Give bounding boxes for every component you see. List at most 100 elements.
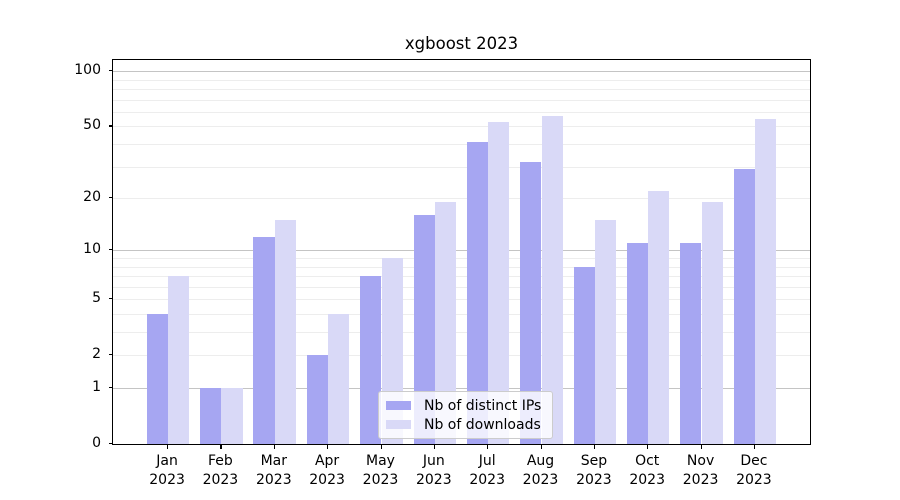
y-tick-label: 1 <box>92 378 101 395</box>
x-tick-mark <box>593 444 596 449</box>
y-tick-mark <box>109 125 113 127</box>
x-tick-label: Jan 2023 <box>135 452 199 490</box>
x-tick-label: May 2023 <box>349 452 413 490</box>
x-tick-mark <box>380 444 382 449</box>
y-tick-mark <box>109 298 113 300</box>
y-axis: 0 1 2 5 10 20 50 100 <box>0 59 113 459</box>
x-tick-year: 2023 <box>415 472 452 488</box>
x-tick-mark <box>540 444 542 449</box>
x-tick-year: 2023 <box>309 472 345 488</box>
x-tick-month: Sep <box>580 453 608 469</box>
bar <box>573 266 595 444</box>
bar <box>434 202 457 444</box>
y-tick-label: 20 <box>83 188 101 205</box>
bar <box>168 276 190 444</box>
x-tick-month: Apr <box>314 453 340 469</box>
x-tick-year: 2023 <box>362 472 399 488</box>
y-tick-mark <box>109 70 113 72</box>
x-tick-month: Dec <box>740 453 768 469</box>
minor-gridline <box>113 111 810 113</box>
x-tick-month: Aug <box>526 453 555 469</box>
bar <box>680 243 702 444</box>
x-tick-year: 2023 <box>576 472 612 488</box>
y-tick-label: 10 <box>83 240 101 257</box>
y-tick-mark <box>109 387 113 389</box>
x-tick-label: Jun 2023 <box>402 452 466 490</box>
x-tick-label: Mar 2023 <box>242 452 306 490</box>
plot-area: Nb of distinct IPs Nb of downloads <box>112 59 811 445</box>
x-tick-label: Jul 2023 <box>455 452 519 490</box>
minor-gridline <box>113 144 810 145</box>
minor-gridline <box>113 126 810 128</box>
major-gridline <box>113 250 810 252</box>
x-tick-year: 2023 <box>629 472 665 488</box>
y-tick-mark <box>109 249 113 251</box>
bar <box>253 236 275 444</box>
y-tick-mark <box>109 197 113 199</box>
x-tick-year: 2023 <box>682 472 719 488</box>
x-tick-label: Apr 2023 <box>295 452 359 490</box>
gridlines-layer <box>113 60 810 444</box>
bar <box>360 276 382 444</box>
bar <box>701 202 723 444</box>
x-tick-month: Oct <box>635 453 660 469</box>
x-tick-label: Oct 2023 <box>615 452 679 490</box>
x-tick-year: 2023 <box>202 472 239 488</box>
bar <box>520 161 542 444</box>
x-axis: Jan 2023 Feb 2023 Mar 2023 Apr 2023 May 2023 Jun 20… <box>112 444 811 500</box>
x-tick-mark <box>433 444 435 449</box>
bar <box>274 220 297 444</box>
bar <box>626 243 649 444</box>
bar <box>594 220 617 444</box>
bar <box>648 190 670 444</box>
x-tick-month: May <box>366 453 395 469</box>
minor-gridline <box>113 166 810 168</box>
minor-gridline <box>113 332 810 333</box>
x-tick-label: Nov 2023 <box>669 452 733 490</box>
x-tick-mark <box>700 444 702 449</box>
y-tick-label: 100 <box>74 61 101 78</box>
x-tick-label: Dec 2023 <box>722 452 786 490</box>
bar <box>221 388 243 444</box>
minor-gridline <box>113 79 810 81</box>
x-tick-month: Feb <box>207 453 233 469</box>
x-tick-year: 2023 <box>736 472 772 488</box>
legend-swatch <box>386 401 411 410</box>
x-tick-year: 2023 <box>522 472 559 488</box>
minor-gridline <box>113 299 810 301</box>
y-tick-label: 5 <box>92 289 101 306</box>
legend-entry: Nb of downloads <box>386 415 541 434</box>
x-tick-mark <box>167 444 169 449</box>
bar <box>328 314 350 444</box>
x-tick-mark <box>647 444 649 449</box>
x-tick-mark <box>487 444 489 449</box>
legend-label: Nb of downloads <box>424 416 541 433</box>
legend: Nb of distinct IPs Nb of downloads <box>378 391 554 439</box>
x-tick-mark <box>220 444 222 449</box>
x-tick-year: 2023 <box>149 472 185 488</box>
bars-layer <box>113 60 810 444</box>
x-tick-month: Jun <box>422 453 445 469</box>
minor-gridline <box>113 286 810 288</box>
minor-gridline <box>113 99 810 101</box>
chart-title: xgboost 2023 <box>404 34 519 53</box>
x-tick-month: Mar <box>260 453 287 469</box>
x-tick-year: 2023 <box>469 472 505 488</box>
major-gridline <box>113 388 810 389</box>
legend-entry: Nb of distinct IPs <box>386 396 541 415</box>
y-tick-label: 50 <box>83 116 101 133</box>
x-tick-mark <box>327 444 329 449</box>
y-tick-mark <box>109 354 113 356</box>
bar <box>146 314 168 444</box>
minor-gridline <box>113 276 810 277</box>
y-tick-mark <box>109 443 113 445</box>
bar <box>413 215 435 444</box>
x-tick-month: Jul <box>478 453 496 469</box>
minor-gridline <box>113 198 810 200</box>
y-tick-label: 0 <box>92 434 101 451</box>
y-tick-label: 2 <box>92 345 101 362</box>
x-tick-year: 2023 <box>255 472 292 488</box>
bar <box>541 116 563 444</box>
x-tick-mark <box>273 444 275 449</box>
